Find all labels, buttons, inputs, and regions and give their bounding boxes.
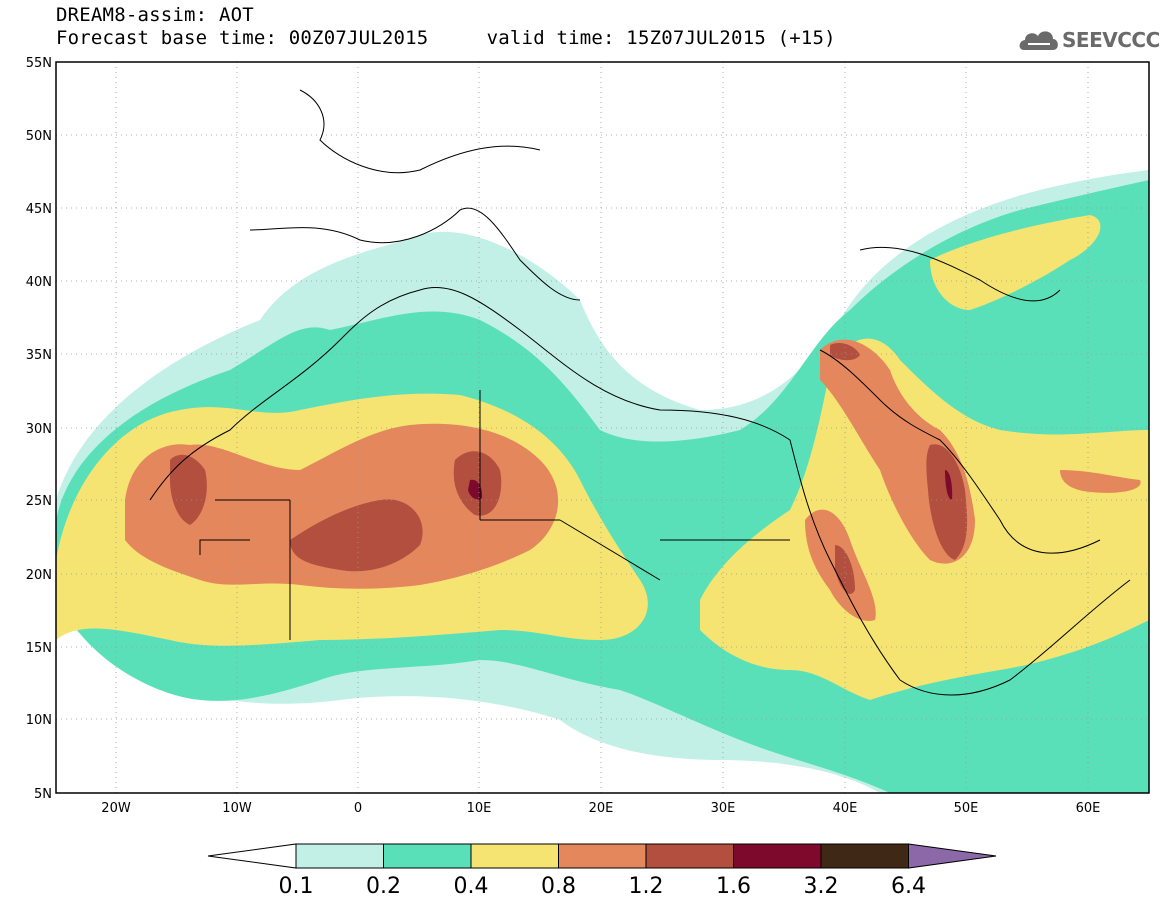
aot-contours <box>56 62 1149 793</box>
map-title: DREAM8-assim: AOT <box>56 4 254 26</box>
colorbar-swatch-high <box>908 843 997 869</box>
colorbar-label: 3.2 <box>804 874 839 899</box>
colorbar-label: 1.2 <box>629 874 664 899</box>
colorbar-label: 1.6 <box>716 874 751 899</box>
lon-label: 30E <box>711 801 736 816</box>
cloud-icon <box>1019 31 1058 50</box>
colorbar-swatch <box>295 843 384 869</box>
coastlines <box>149 89 1131 696</box>
lon-label: 40E <box>833 801 858 816</box>
lat-label: 40N <box>26 275 52 290</box>
colorbar-label: 6.4 <box>891 874 926 899</box>
lat-label: 55N <box>26 56 52 71</box>
colorbar-swatch-low <box>207 843 297 869</box>
lat-lon-grid <box>56 62 1149 793</box>
seevccc-logo: SEEVCCC <box>1062 28 1160 52</box>
lat-label: 50N <box>26 129 52 144</box>
lon-label: 50E <box>954 801 979 816</box>
lon-label: 20E <box>589 801 614 816</box>
latitude-labels: 55N 50N 45N 40N 35N 30N 25N 20N 15N 10N … <box>26 56 52 802</box>
lat-label: 10N <box>26 713 52 728</box>
colorbar-swatch <box>558 843 647 869</box>
colorbar-swatch <box>733 843 822 869</box>
lat-label: 45N <box>26 202 52 217</box>
colorbar <box>207 843 997 869</box>
lat-label: 5N <box>34 787 52 802</box>
colorbar-label: 0.2 <box>366 874 401 899</box>
lon-label: 20W <box>101 801 131 816</box>
colorbar-label: 0.4 <box>454 874 489 899</box>
colorbar-labels: 0.1 0.2 0.4 0.8 1.2 1.6 3.2 6.4 <box>279 874 927 899</box>
lat-label: 15N <box>26 641 52 656</box>
lat-label: 30N <box>26 422 52 437</box>
lon-label: 0 <box>354 801 362 816</box>
lon-label: 10E <box>467 801 492 816</box>
lon-label: 60E <box>1076 801 1101 816</box>
colorbar-label: 0.1 <box>279 874 314 899</box>
forecast-time-subtitle: Forecast base time: 00Z07JUL2015 valid t… <box>56 27 836 49</box>
colorbar-swatch <box>645 843 734 869</box>
lat-label: 25N <box>26 494 52 509</box>
lat-label: 35N <box>26 348 52 363</box>
longitude-labels: 20W 10W 0 10E 20E 30E 40E 50E 60E <box>101 801 1100 816</box>
colorbar-swatch <box>383 843 472 869</box>
colorbar-swatch <box>820 843 909 869</box>
lon-label: 10W <box>222 801 252 816</box>
map-frame <box>55 61 1150 794</box>
lat-label: 20N <box>26 568 52 583</box>
colorbar-label: 0.8 <box>541 874 576 899</box>
colorbar-swatch <box>470 843 559 869</box>
